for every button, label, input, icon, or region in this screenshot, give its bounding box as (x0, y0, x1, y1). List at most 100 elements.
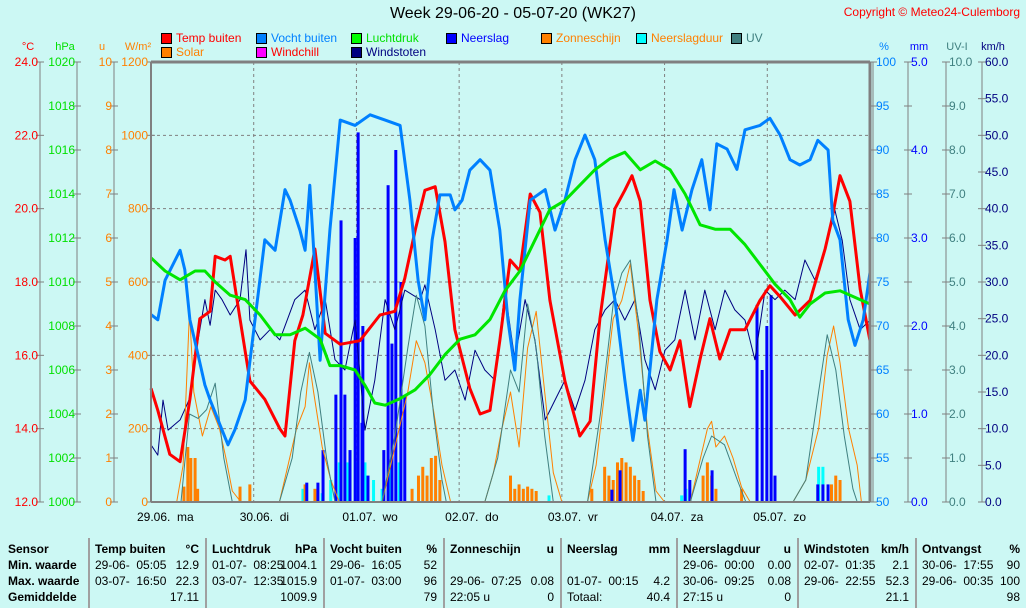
tick-label-wind: 15.0 (985, 385, 1009, 399)
bar-zonneschijn (740, 488, 744, 502)
bar-neerslag (366, 475, 370, 502)
bar-neerslag (765, 326, 769, 502)
bar-neerslagduur (337, 462, 341, 502)
cell-value: 52.3 (885, 574, 909, 588)
column-header: Windstoten (804, 542, 870, 556)
column-header: Zonneschijn (450, 542, 521, 556)
cell-value: 52 (423, 558, 437, 572)
legend-label: Vocht buiten (271, 31, 338, 45)
bar-zonneschijn (517, 484, 521, 502)
cell-value: 1009.9 (280, 590, 317, 604)
bar-neerslagduur (329, 480, 333, 502)
tick-label-temp: 24.0 (15, 55, 39, 69)
x-tick-label: 30.06. di (240, 510, 289, 524)
bar-neerslag (755, 304, 759, 502)
tick-label-humidity: 75 (876, 275, 890, 289)
series-vocht-buiten (150, 113, 872, 447)
tick-label-rain: 1.0 (911, 407, 928, 421)
tick-label-pressure: 1018 (48, 99, 75, 113)
cell-value: 0.00 (767, 558, 791, 572)
cell-date: 01-07- 03:00 (330, 574, 402, 588)
tick-label-uv: 7.0 (949, 187, 966, 201)
legend-label: Solar (176, 45, 205, 59)
tick-label-pressure: 1008 (48, 319, 75, 333)
bar-neerslag (316, 482, 320, 502)
tick-label-wind: 45.0 (985, 165, 1009, 179)
cell-value: 17.11 (169, 590, 199, 604)
tick-label-wind: 0.0 (985, 495, 1002, 509)
cell-value: 1015.9 (280, 574, 317, 588)
bar-neerslag (343, 394, 347, 502)
bar-zonneschijn (641, 491, 645, 502)
tick-label-wind: 10.0 (985, 422, 1009, 436)
column-header: Luchtdruk (212, 542, 271, 556)
axis-unit-uv: UV-I (946, 41, 967, 53)
bar-zonneschijn (624, 462, 628, 502)
column-header: Ontvangst (922, 542, 982, 556)
tick-label-solar: 800 (128, 202, 148, 216)
cell-date: 29-06- 07:25 (450, 574, 522, 588)
tick-label-temp: 22.0 (15, 128, 39, 142)
x-tick-label: 02.07. do (445, 510, 499, 524)
legend-swatch (351, 46, 362, 58)
bar-zonneschijn (620, 458, 624, 502)
cell-date: 03-07- 12:35 (212, 574, 284, 588)
legend-item-uv: UV (731, 31, 763, 45)
tick-label-humidity: 90 (876, 143, 890, 157)
column-header: Neerslag (567, 542, 618, 556)
bar-neerslag (321, 450, 325, 502)
column-header: Neerslagduur (683, 542, 761, 556)
bar-neerslagduur (346, 462, 350, 502)
x-tick-label: 04.07. za (651, 510, 704, 524)
cell-date: 29-06- 00:00 (683, 558, 755, 572)
cell-value: 4.2 (653, 574, 670, 588)
bar-zonneschijn (637, 480, 641, 502)
tick-label-pressure: 1010 (48, 275, 75, 289)
tick-label-wind: 25.0 (985, 312, 1009, 326)
tick-label-solar: 200 (128, 422, 148, 436)
axis-unit-humidity: % (879, 41, 889, 53)
bar-neerslag (339, 220, 343, 502)
legend-item-solar: Solar (161, 45, 204, 59)
tick-label-temp: 14.0 (15, 422, 39, 436)
cell-date: 30-06- 09:25 (683, 574, 755, 588)
tick-label-uv: 10.0 (949, 55, 973, 69)
bar-zonneschijn (425, 475, 429, 502)
bar-neerslag (710, 470, 714, 502)
tick-label-humidity: 95 (876, 99, 890, 113)
stats-table: Sensor Min. waarde Max. waarde Gemiddelde Te… (0, 538, 1026, 608)
tick-label-humidity: 60 (876, 407, 890, 421)
tick-label-humidity: 70 (876, 319, 890, 333)
legend-label: Temp buiten (176, 31, 242, 45)
bar-zonneschijn (513, 488, 517, 502)
cell-value: 21.1 (885, 590, 909, 604)
tick-label-uv: 2.0 (949, 407, 966, 421)
legend-label: Zonneschijn (556, 31, 621, 45)
legend-swatch (541, 32, 552, 44)
weather-chart: 24.022.020.018.016.014.012.0°C1020101810… (15, 41, 1009, 524)
legend-label: Neerslag (461, 31, 510, 45)
bar-neerslag (773, 475, 777, 502)
tick-label-pressure: 1000 (48, 495, 75, 509)
legend-item-neerslagduur: Neerslagduur (636, 31, 723, 45)
chart-title: Week 29-06-20 - 05-07-20 (WK27) (389, 5, 637, 22)
legend-item-temp-buiten: Temp buiten (161, 31, 241, 45)
tick-label-rain: 4.0 (911, 143, 928, 157)
tick-label-pressure: 1002 (48, 451, 75, 465)
x-tick-label: 01.07. wo (342, 510, 398, 524)
tick-label-hours: 10 (99, 55, 113, 69)
cell-value: 79 (423, 590, 437, 604)
bar-zonneschijn (628, 466, 632, 502)
column-unit: mm (648, 542, 670, 556)
tick-label-wind: 50.0 (985, 128, 1009, 142)
tick-label-hours: 6 (105, 231, 112, 245)
tick-label-hours: 7 (105, 187, 112, 201)
tick-label-solar: 400 (128, 348, 148, 362)
cell-date: 27:15 u (683, 590, 724, 604)
legend-swatch (636, 32, 647, 44)
bar-neerslagduur (680, 495, 684, 502)
bar-neerslagduur (363, 462, 367, 502)
tick-label-humidity: 65 (876, 363, 890, 377)
tick-label-temp: 20.0 (15, 202, 39, 216)
legend-swatch (731, 32, 742, 44)
